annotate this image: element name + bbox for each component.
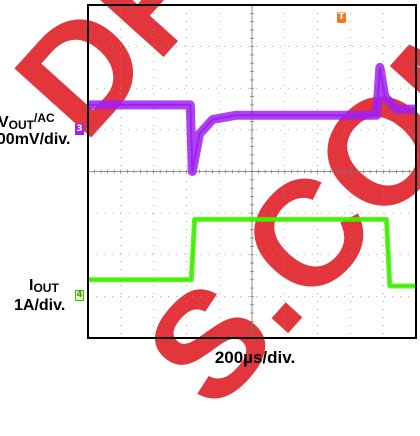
scope-grid <box>87 4 417 339</box>
iout-label-main: I <box>29 277 34 294</box>
trace-line-3 <box>88 67 416 172</box>
iout-label: IOUT <box>29 277 59 295</box>
vout-label: VOUT/AC <box>0 112 55 131</box>
trace-line-4 <box>88 218 416 287</box>
scope-frame <box>87 4 417 339</box>
trigger-marker-icon: T <box>337 12 346 23</box>
vout-scale-label: 100mV/div. <box>0 131 71 148</box>
vout-label-sup: /AC <box>34 111 55 125</box>
scope-traces <box>88 62 416 289</box>
oscilloscope-chart: 200µs/div. <box>87 4 417 367</box>
iout-scale-label: 1A/div. <box>14 297 66 314</box>
vout-label-main: V <box>0 114 9 131</box>
channel-3-badge: 3 <box>75 124 84 135</box>
x-axis-label: 200µs/div. <box>215 348 295 367</box>
vout-label-sub: OUT <box>8 118 35 132</box>
iout-label-sub: OUT <box>33 281 59 295</box>
channel-4-badge: 4 <box>75 290 84 301</box>
